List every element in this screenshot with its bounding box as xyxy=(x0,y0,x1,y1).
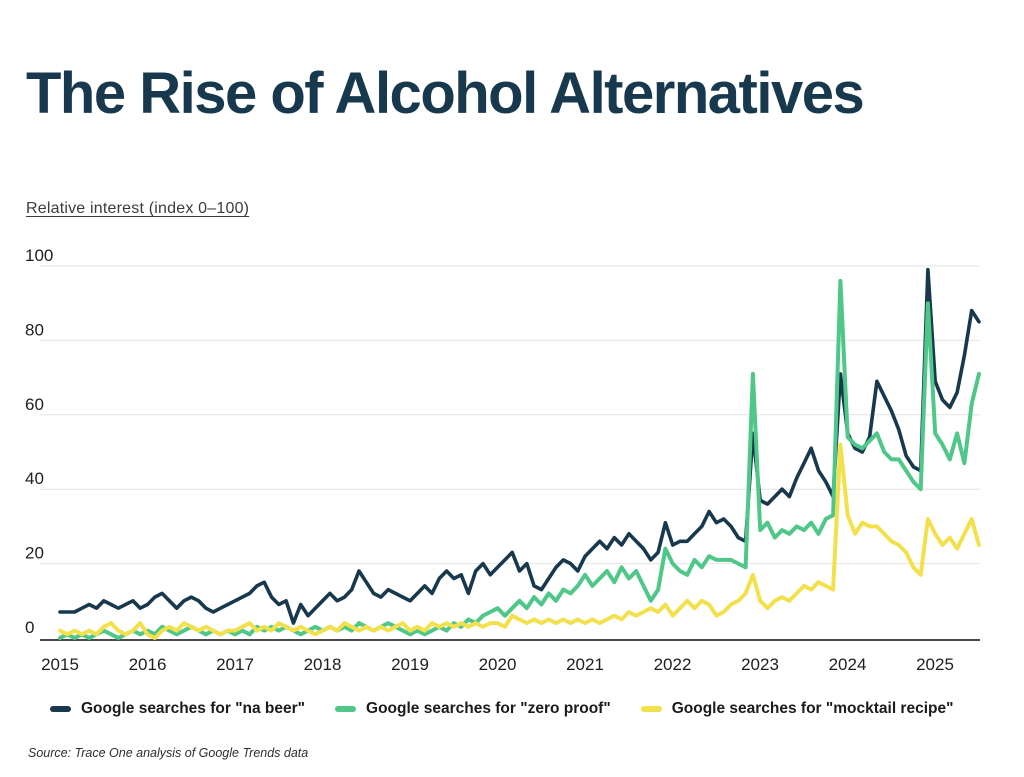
x-tick-label: 2020 xyxy=(479,655,517,674)
line-chart: 0 20 40 60 80 100 2015 2016 2017 2018 2019 2020 2021… xyxy=(25,246,981,674)
legend-swatch-mocktail-recipe xyxy=(640,706,662,712)
legend-swatch-na-beer xyxy=(50,706,71,712)
y-tick-label: 100 xyxy=(25,246,53,265)
x-tick-label: 2017 xyxy=(216,655,254,674)
legend-item-mocktail-recipe: Google searches for "mocktail recipe" xyxy=(640,700,954,718)
x-tick-label: 2024 xyxy=(829,655,867,674)
x-tick-label: 2015 xyxy=(41,655,79,674)
x-tick-label: 2019 xyxy=(391,655,429,674)
y-tick-label: 0 xyxy=(25,618,34,637)
x-tick-label: 2016 xyxy=(129,655,167,674)
y-tick-label: 20 xyxy=(25,544,44,563)
x-tick-label: 2022 xyxy=(654,655,692,674)
x-tick-label: 2021 xyxy=(566,655,604,674)
x-tick-label: 2018 xyxy=(304,655,342,674)
legend-label: Google searches for "zero proof" xyxy=(366,700,611,717)
series-line-na-beer xyxy=(58,267,981,625)
legend-swatch-zero-proof xyxy=(335,706,357,712)
legend-label: Google searches for "mocktail recipe" xyxy=(671,700,954,717)
legend: Google searches for "na beer" Google sear… xyxy=(50,700,953,718)
y-tick-label: 40 xyxy=(25,469,44,488)
axis-unit-label: Relative interest (index 0–100) xyxy=(26,200,250,217)
x-tick-label: 2025 xyxy=(916,655,954,674)
y-tick-label: 80 xyxy=(25,320,44,339)
legend-item-zero-proof: Google searches for "zero proof" xyxy=(335,700,611,718)
y-tick-label: 60 xyxy=(25,395,44,414)
x-tick-label: 2023 xyxy=(741,655,779,674)
source-note: Source: Trace One analysis of Google Tre… xyxy=(28,746,309,760)
legend-item-na-beer: Google searches for "na beer" xyxy=(50,700,305,718)
chart-title: The Rise of Alcohol Alternatives xyxy=(26,61,865,126)
series-line-mocktail-recipe xyxy=(58,442,981,640)
legend-label: Google searches for "na beer" xyxy=(81,700,306,717)
